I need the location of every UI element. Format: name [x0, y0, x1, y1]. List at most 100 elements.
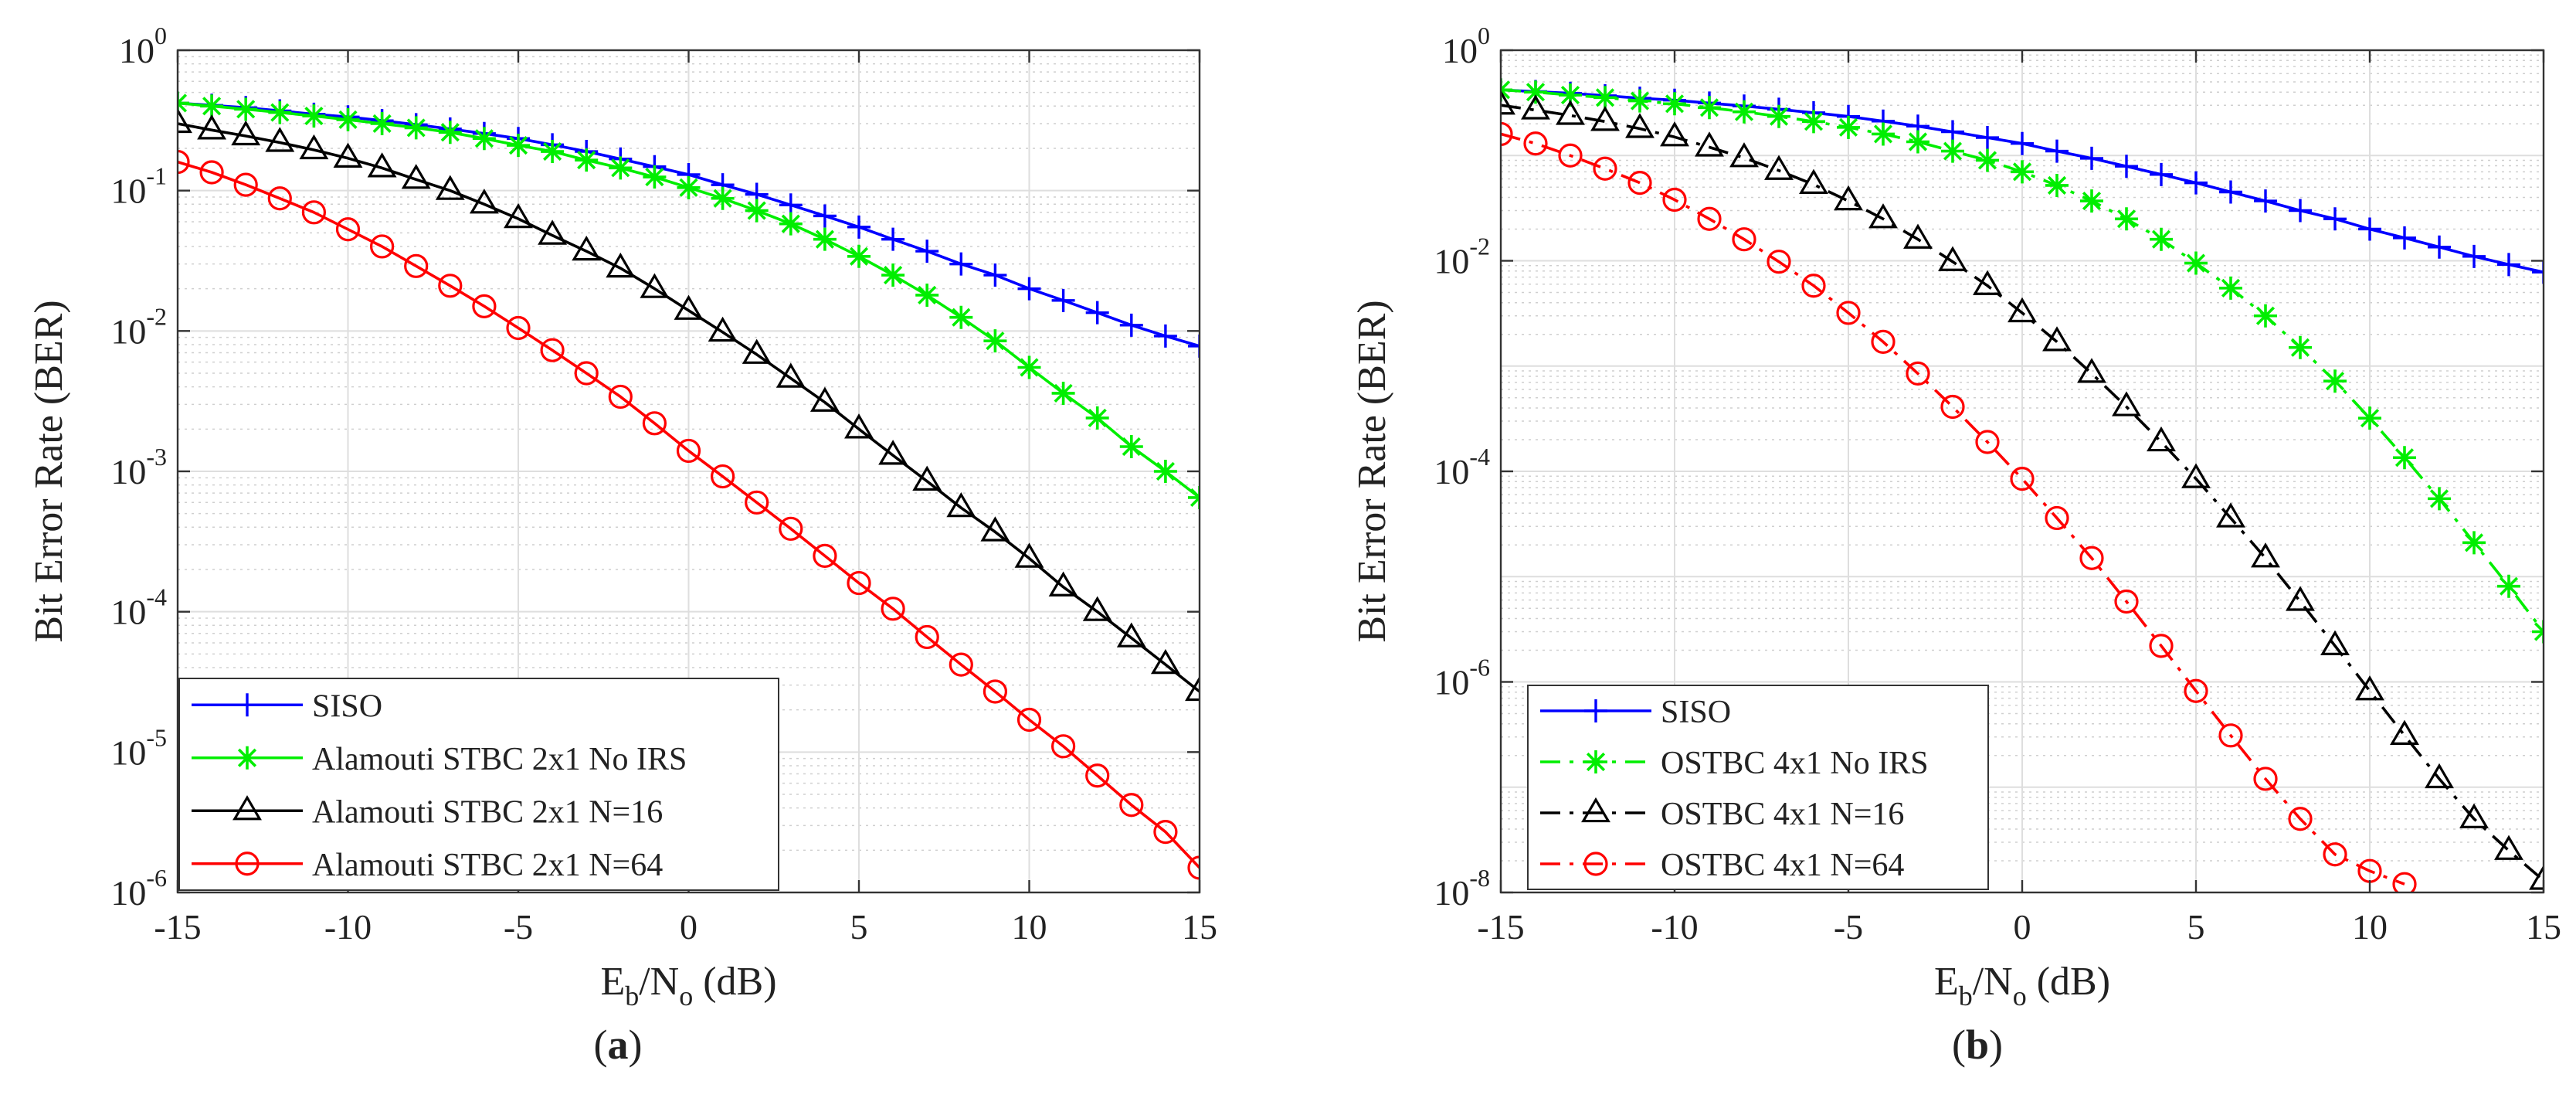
legend-box — [1527, 685, 1989, 890]
data-point — [435, 175, 465, 200]
data-point — [1085, 406, 1109, 430]
data-point — [507, 134, 530, 158]
data-point — [2253, 767, 2278, 791]
legend-entry-label: SISO — [1661, 695, 1731, 730]
data-point — [915, 283, 939, 307]
data-point — [1940, 394, 1965, 420]
data-point — [2251, 542, 2280, 568]
data-point — [1187, 855, 1200, 880]
x-tick-label: -5 — [1834, 907, 1863, 947]
data-point — [809, 386, 840, 412]
data-point — [1119, 435, 1143, 459]
x-tick-label: 0 — [680, 907, 697, 947]
data-point — [2181, 463, 2211, 488]
data-point — [1906, 361, 1930, 386]
x-tick-label: 5 — [850, 907, 868, 947]
data-point — [1593, 156, 1617, 181]
data-point — [813, 227, 837, 251]
data-point — [1051, 288, 1075, 312]
data-point — [2529, 865, 2544, 890]
data-point — [643, 165, 667, 189]
data-point — [2393, 226, 2416, 250]
y-tick-label: 10-6 — [1434, 654, 1490, 702]
data-point — [980, 516, 1010, 542]
data-point — [1973, 270, 2002, 295]
data-point — [2008, 297, 2037, 323]
data-point — [178, 107, 192, 134]
data-point — [574, 361, 599, 386]
data-point — [2112, 391, 2141, 416]
data-point — [575, 148, 599, 172]
data-point — [2462, 531, 2486, 555]
data-point — [1153, 820, 1178, 845]
data-point — [2286, 586, 2315, 611]
data-point — [949, 305, 973, 329]
grid — [1500, 50, 2544, 893]
series-group — [1501, 78, 2544, 892]
data-point — [472, 127, 496, 151]
data-point — [2393, 446, 2416, 470]
data-point — [2320, 630, 2350, 655]
data-point — [199, 160, 224, 185]
data-point — [2216, 502, 2245, 528]
x-tick-label: -10 — [1651, 907, 1698, 947]
data-point — [1501, 90, 1515, 115]
data-point — [2079, 546, 2104, 570]
data-point — [2428, 235, 2451, 259]
data-point — [2323, 842, 2347, 867]
x-tick-label: -15 — [154, 907, 201, 947]
data-point — [1802, 110, 1825, 134]
data-point — [847, 244, 871, 268]
data-point — [1501, 121, 1513, 147]
legend-entry-label: Alamouti STBC 2x1 N=64 — [312, 848, 663, 883]
data-point — [2149, 634, 2174, 658]
data-point — [1906, 130, 1929, 154]
legend-entry-label: Alamouti STBC 2x1 N=16 — [312, 794, 663, 830]
data-point — [1082, 596, 1112, 621]
legend-marker — [236, 693, 259, 717]
data-point — [847, 570, 871, 596]
data-point — [1868, 203, 1898, 229]
legend-marker — [1584, 699, 1607, 722]
data-point — [1153, 324, 1177, 348]
data-point — [1119, 793, 1144, 818]
data-point — [438, 274, 463, 298]
data-point — [1767, 250, 1791, 274]
x-tick-label: 15 — [2526, 907, 2561, 947]
data-point — [912, 465, 942, 491]
data-point — [2462, 244, 2486, 268]
data-point — [333, 142, 363, 168]
series-group — [178, 91, 1200, 880]
data-point — [335, 217, 361, 242]
data-point — [1556, 100, 1585, 125]
series-line-3 — [1501, 132, 2405, 886]
data-point — [336, 107, 360, 131]
data-point — [2219, 276, 2242, 300]
legend-entry-label: OSTBC 4x1 No IRS — [1661, 746, 1929, 781]
data-point — [946, 492, 976, 518]
data-point — [2289, 335, 2312, 359]
data-point — [983, 679, 1008, 704]
x-tick-label: -10 — [324, 907, 372, 947]
data-point — [2080, 146, 2103, 170]
data-point — [606, 252, 636, 278]
data-point — [1938, 246, 1967, 271]
x-axis-label: Eb/No (dB) — [1934, 960, 2110, 1011]
data-point — [1767, 104, 1790, 128]
data-point — [949, 652, 973, 677]
data-point — [1801, 274, 1826, 298]
data-point — [302, 104, 326, 128]
data-point — [711, 186, 735, 210]
data-point — [677, 175, 701, 199]
legend-entry-label: OSTBC 4x1 N=16 — [1661, 797, 1904, 832]
data-point — [1660, 121, 1689, 147]
panel-label: (a) — [594, 1022, 643, 1068]
data-point — [2114, 589, 2139, 614]
data-point — [2150, 162, 2173, 186]
data-point — [983, 329, 1007, 353]
data-point — [1695, 131, 1724, 157]
data-point — [1558, 143, 1583, 168]
data-point — [2532, 260, 2544, 284]
data-point — [2323, 369, 2347, 393]
